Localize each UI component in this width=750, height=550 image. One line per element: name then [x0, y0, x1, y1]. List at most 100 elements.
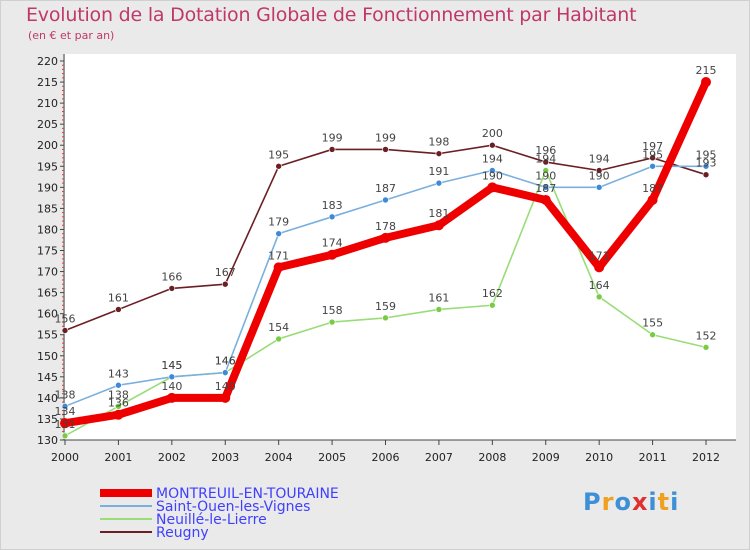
data-point	[595, 293, 603, 301]
y-tick-label: 180	[37, 223, 58, 236]
data-point	[115, 381, 122, 389]
data-label: 156	[55, 313, 76, 326]
y-tick-label: 155	[37, 329, 58, 342]
data-label: 145	[161, 359, 182, 372]
data-point	[489, 167, 496, 174]
data-label: 145	[161, 359, 182, 372]
data-point	[220, 392, 231, 403]
data-point	[221, 280, 229, 288]
data-point	[595, 167, 603, 174]
x-tick-label: 2007	[425, 451, 453, 464]
x-tick-label: 2001	[104, 451, 132, 464]
data-label: 187	[642, 182, 663, 195]
logo-letter: P	[583, 488, 602, 516]
data-label: 146	[215, 355, 236, 368]
y-tick-label: 220	[37, 55, 58, 68]
data-point	[435, 306, 443, 313]
data-point	[328, 146, 336, 153]
data-point	[487, 182, 498, 193]
chart-axes: 1301351401451501551601651701751801851901…	[37, 54, 736, 464]
logo-letter: r	[601, 488, 615, 516]
data-point	[382, 196, 389, 204]
data-point	[113, 409, 124, 420]
y-tick-label: 170	[37, 266, 58, 279]
data-label: 152	[696, 329, 717, 342]
data-point	[380, 232, 391, 243]
data-point	[275, 162, 282, 170]
data-label: 183	[322, 199, 343, 212]
y-tick-label: 215	[37, 76, 58, 89]
data-point	[166, 392, 177, 403]
y-tick-label: 190	[37, 181, 58, 194]
logo-letter: o	[614, 488, 632, 516]
data-label: 159	[375, 300, 396, 313]
data-label: 181	[428, 207, 449, 220]
data-point	[328, 318, 336, 326]
data-label: 136	[108, 397, 129, 410]
data-point	[328, 213, 336, 221]
logo-letter: x	[631, 488, 649, 516]
data-label: 190	[482, 169, 503, 182]
data-point	[702, 162, 710, 170]
proxiti-logo: Proxiti	[583, 488, 679, 516]
chart-subtitle: (en € et par an)	[28, 29, 115, 42]
data-label: 164	[589, 279, 610, 292]
data-label: 140	[215, 380, 236, 393]
y-tick-label: 175	[37, 245, 58, 258]
data-label: 158	[322, 304, 343, 317]
chart-title: Evolution de la Dotation Globale de Fonc…	[26, 4, 637, 26]
data-label: 162	[482, 287, 503, 300]
y-tick-label: 210	[37, 97, 58, 110]
logo-letter: i	[670, 488, 680, 516]
y-tick-label: 195	[37, 160, 58, 173]
data-label: 178	[375, 220, 396, 233]
data-point	[435, 150, 443, 157]
data-point	[489, 141, 496, 149]
data-label: 194	[589, 152, 610, 165]
data-label: 171	[268, 249, 289, 262]
data-label: 187	[375, 182, 396, 195]
data-label: 195	[696, 148, 717, 161]
data-point	[540, 194, 551, 205]
data-point	[275, 230, 282, 237]
data-point	[647, 194, 658, 205]
data-point	[221, 369, 229, 376]
x-tick-label: 2012	[692, 451, 720, 464]
data-point	[649, 331, 656, 339]
y-tick-label: 135	[37, 413, 58, 426]
data-point	[489, 301, 496, 309]
data-label: 198	[428, 136, 449, 149]
x-tick-label: 2000	[51, 451, 79, 464]
data-point	[649, 162, 656, 170]
data-label: 138	[108, 388, 129, 401]
data-point	[701, 77, 711, 88]
data-label: 174	[322, 237, 343, 250]
data-point	[61, 327, 69, 334]
logo-letter: i	[648, 488, 658, 516]
data-point	[542, 167, 550, 174]
data-label: 195	[642, 148, 663, 161]
data-label: 190	[589, 169, 610, 182]
y-tick-label: 150	[37, 350, 58, 363]
y-tick-label: 200	[37, 139, 58, 152]
data-label: 195	[268, 148, 289, 161]
legend-label: Saint-Ouen-les-Vignes	[156, 499, 310, 515]
data-label: 199	[322, 131, 343, 144]
data-point	[168, 285, 176, 292]
data-label: 196	[535, 144, 556, 157]
data-point	[542, 184, 550, 191]
data-label: 179	[268, 216, 289, 229]
data-label: 134	[55, 405, 76, 418]
logo-letter: t	[657, 488, 671, 516]
y-tick-label: 160	[37, 308, 58, 321]
data-label: 197	[642, 140, 663, 153]
x-tick-label: 2002	[158, 451, 186, 464]
data-label: 138	[55, 388, 76, 401]
data-label: 191	[428, 165, 449, 178]
data-label: 140	[161, 380, 182, 393]
x-tick-label: 2004	[265, 451, 293, 464]
data-label: 200	[482, 127, 503, 140]
data-label: 131	[55, 418, 76, 431]
data-label: 187	[535, 182, 556, 195]
